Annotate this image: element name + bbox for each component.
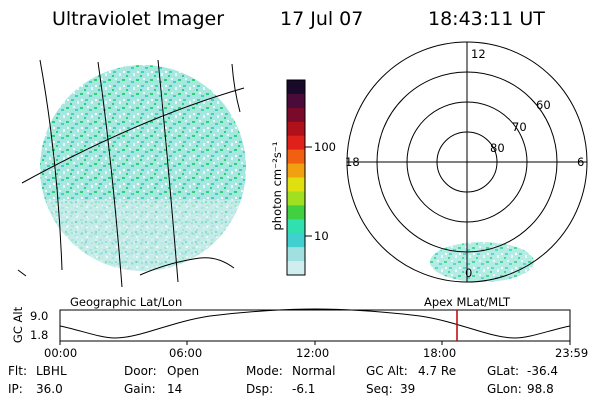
geographic-disk [17,59,246,288]
colorbar-segment [287,205,305,220]
date-label: 17 Jul 07 [280,8,364,30]
xtick-1200: 12:00 [296,346,330,360]
mlt-label-12: 12 [471,47,486,61]
xtick-0600: 06:00 [169,346,203,360]
ip-value: 36.0 [36,382,63,396]
colorbar-segment [287,149,305,165]
filter-label: Flt: [8,364,27,378]
instrument-title: Ultraviolet Imager [52,8,225,30]
colorbar-segment [287,191,305,206]
colorbar-segment [287,247,305,262]
xtick-1800: 18:00 [423,346,457,360]
gcalt-value: 4.7 Re [418,364,457,378]
polar-plot [346,41,588,283]
colorbar-segment [287,219,305,234]
lat-label-80: 80 [490,141,505,155]
colorbar-border [286,79,306,276]
colorbar-segment [287,177,305,192]
lat-label-70: 70 [512,120,527,134]
altitude-ytick-bottom: 1.8 [30,328,49,342]
altitude-ylabel: GC Alt [11,306,25,344]
mlt-label-18: 18 [345,155,360,169]
altitude-ytick-top: 9.0 [30,309,49,323]
xtick-0000: 00:00 [44,346,78,360]
mode-value: Normal [292,364,336,378]
lat-label-60: 60 [536,98,551,112]
glat-value: -36.4 [527,364,559,378]
time-label: 18:43:11 UT [428,8,545,30]
door-label: Door: [124,364,157,378]
colorbar-segment [287,163,305,178]
ip-label: IP: [8,382,23,396]
colorbar-unit-label: photon cm⁻²s⁻¹ [270,141,284,231]
colorbar [286,79,306,276]
glon-label: GLon: [487,382,522,396]
glat-label: GLat: [487,364,520,378]
mlt-label-0: 0 [465,266,473,280]
door-value: Open [167,364,200,378]
mode-label: Mode: [246,364,283,378]
geographic-caption: Geographic Lat/Lon [70,295,183,309]
colorbar-segment [287,121,305,137]
mlt-label-6: 6 [577,155,585,169]
seq-label: Seq: [366,382,393,396]
dsp-label: Dsp: [246,382,274,396]
seq-value: 39 [400,382,416,396]
xtick-2359: 23:59 [555,346,589,360]
gain-value: 14 [167,382,183,396]
colorbar-segment [287,261,305,276]
colorbar-segment [287,233,305,248]
apex-caption: Apex MLat/MLT [424,295,511,309]
filter-value: LBHL [36,364,67,378]
gcalt-label: GC Alt: [366,364,408,378]
colorbar-segment [287,107,305,123]
colorbar-segment [287,80,305,95]
altitude-plot [59,308,571,345]
colorbar-segment [287,135,305,151]
glon-value: 98.8 [527,382,554,396]
dsp-value: -6.1 [292,382,316,396]
colorbar-tick-100: 100 [314,140,336,154]
colorbar-segment [287,93,305,109]
colorbar-tick-10: 10 [314,229,329,243]
gain-label: Gain: [124,382,156,396]
